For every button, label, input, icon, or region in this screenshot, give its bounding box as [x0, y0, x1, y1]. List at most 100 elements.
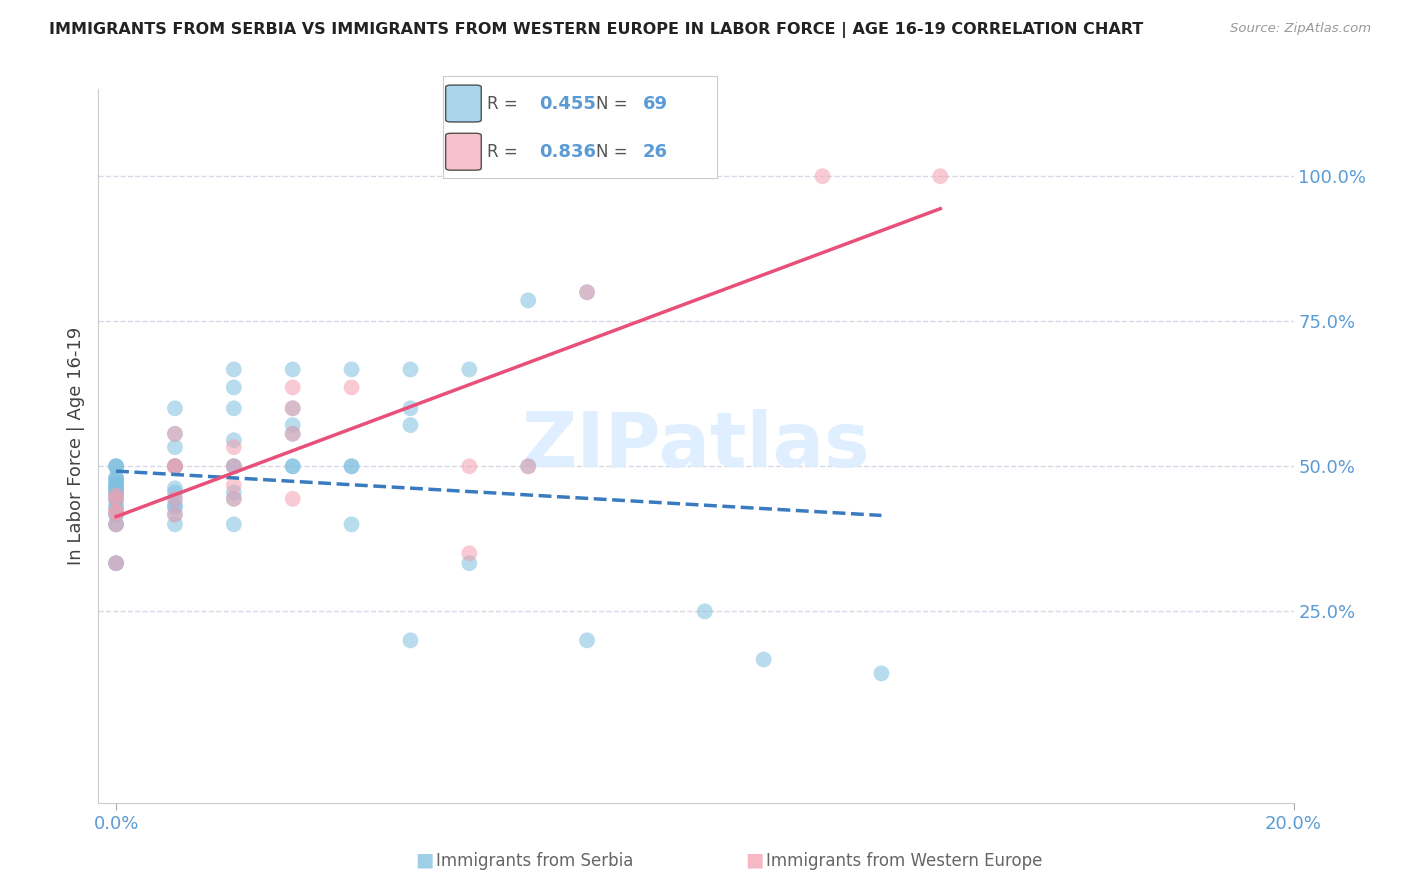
Point [163, 491, 186, 506]
Point [105, 556, 128, 570]
Point [340, 459, 363, 474]
Point [105, 508, 128, 522]
Point [399, 401, 422, 416]
Point [105, 478, 128, 492]
Point [281, 459, 304, 474]
Point [105, 488, 128, 502]
Point [281, 401, 304, 416]
Text: Immigrants from Western Europe: Immigrants from Western Europe [766, 852, 1043, 870]
Point [163, 485, 186, 500]
Point [105, 485, 128, 500]
Point [222, 491, 245, 506]
Point [340, 459, 363, 474]
Point [281, 362, 304, 376]
Text: 0.455: 0.455 [538, 95, 596, 112]
Point [222, 362, 245, 376]
Point [222, 401, 245, 416]
Point [517, 293, 540, 308]
Point [105, 491, 128, 506]
Point [105, 500, 128, 515]
Point [105, 473, 128, 487]
Point [105, 471, 128, 485]
Point [105, 488, 128, 502]
Point [870, 666, 893, 681]
Point [222, 380, 245, 394]
Point [163, 491, 186, 506]
Point [163, 498, 186, 512]
Point [281, 491, 304, 506]
Point [458, 546, 481, 560]
Point [222, 459, 245, 474]
Point [105, 478, 128, 492]
Point [222, 433, 245, 447]
Point [458, 362, 481, 376]
Point [105, 508, 128, 522]
Point [222, 478, 245, 492]
Point [163, 426, 186, 441]
Point [163, 508, 186, 522]
Point [105, 459, 128, 474]
Text: N =: N = [596, 143, 633, 161]
Point [105, 485, 128, 500]
Point [105, 481, 128, 495]
Point [105, 505, 128, 519]
Point [517, 459, 540, 474]
Point [163, 481, 186, 495]
Point [576, 633, 599, 648]
Point [163, 459, 186, 474]
Point [163, 401, 186, 416]
Text: 69: 69 [643, 95, 668, 112]
Point [105, 517, 128, 532]
Point [105, 505, 128, 519]
Text: ■: ■ [415, 851, 433, 870]
Point [105, 459, 128, 474]
Point [693, 604, 716, 618]
Point [222, 459, 245, 474]
Point [281, 418, 304, 433]
Point [163, 459, 186, 474]
Point [163, 517, 186, 532]
Point [105, 483, 128, 497]
Point [340, 362, 363, 376]
Point [222, 459, 245, 474]
Point [281, 459, 304, 474]
Point [281, 401, 304, 416]
Point [222, 485, 245, 500]
Point [576, 285, 599, 300]
Text: R =: R = [486, 95, 523, 112]
Point [458, 556, 481, 570]
Point [163, 459, 186, 474]
Text: ■: ■ [745, 851, 763, 870]
Y-axis label: In Labor Force | Age 16-19: In Labor Force | Age 16-19 [66, 326, 84, 566]
Text: R =: R = [486, 143, 523, 161]
Point [399, 362, 422, 376]
Text: Source: ZipAtlas.com: Source: ZipAtlas.com [1230, 22, 1371, 36]
Point [163, 459, 186, 474]
Point [340, 517, 363, 532]
Point [281, 380, 304, 394]
FancyBboxPatch shape [446, 85, 481, 122]
Point [105, 556, 128, 570]
Point [399, 418, 422, 433]
Point [458, 459, 481, 474]
Point [163, 508, 186, 522]
Point [105, 500, 128, 515]
Point [163, 500, 186, 515]
Point [105, 556, 128, 570]
Point [105, 517, 128, 532]
Point [929, 169, 952, 184]
Point [222, 491, 245, 506]
Text: ZIPatlas: ZIPatlas [522, 409, 870, 483]
Point [105, 459, 128, 474]
Point [752, 652, 775, 666]
Text: Immigrants from Serbia: Immigrants from Serbia [436, 852, 633, 870]
Point [222, 440, 245, 454]
Point [281, 426, 304, 441]
Point [105, 491, 128, 506]
Point [340, 380, 363, 394]
Text: 0.836: 0.836 [538, 143, 596, 161]
Point [163, 426, 186, 441]
Point [281, 426, 304, 441]
Point [399, 633, 422, 648]
Text: 26: 26 [643, 143, 668, 161]
